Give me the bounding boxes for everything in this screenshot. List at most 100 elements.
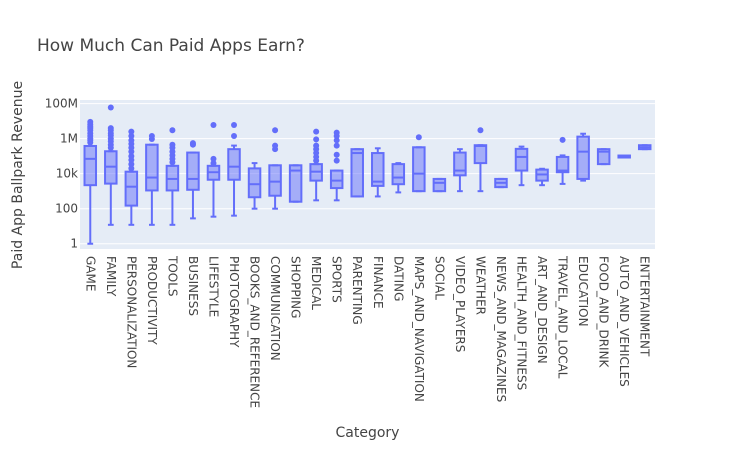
- box-iqr: [145, 143, 159, 192]
- x-tick-label: SHOPPING: [289, 256, 303, 318]
- outlier-point: [189, 140, 196, 147]
- x-tick-label: BOOKS_AND_REFERENCE: [248, 256, 262, 408]
- outlier-point: [333, 151, 340, 158]
- outlier-point: [128, 153, 135, 160]
- outlier-point: [128, 128, 135, 135]
- box-personalization: [124, 128, 139, 226]
- box-sports: [329, 129, 344, 202]
- x-tick-label: LIFESTYLE: [206, 256, 220, 317]
- box-iqr: [371, 152, 385, 187]
- y-tick-label: 100: [55, 202, 78, 216]
- box-game: [83, 118, 98, 245]
- box-iqr: [350, 148, 364, 198]
- box-iqr: [514, 147, 529, 172]
- x-tick-label: MEDICAL: [309, 256, 323, 310]
- outlier-point: [272, 142, 279, 149]
- box-food-and-drink: [596, 148, 611, 166]
- outlier-point: [169, 127, 176, 134]
- box-iqr: [453, 151, 467, 177]
- x-tick-label: VIDEO_PLAYERS: [453, 256, 467, 352]
- x-tick-label: DATING: [391, 256, 405, 301]
- outlier-point: [333, 129, 340, 136]
- x-tick-labels: GAME FAMILY PERSONALIZATION PRODUCTIVITY TOO…: [83, 255, 651, 408]
- x-tick-label: FOOD_AND_DRINK: [597, 256, 611, 369]
- chart-title: How Much Can Paid Apps Earn?: [37, 36, 305, 56]
- outlier-point: [128, 165, 135, 172]
- x-tick-label: PHOTOGRAPHY: [227, 256, 241, 348]
- x-tick-label: NEWS_AND_MAGAZINES: [494, 256, 508, 402]
- box-iqr: [247, 167, 262, 199]
- box-art-and-design: [535, 167, 549, 187]
- box-medical: [309, 128, 323, 202]
- box-dating: [391, 162, 406, 194]
- outlier-point: [210, 121, 217, 128]
- outlier-point: [313, 128, 320, 135]
- box-series: [83, 104, 652, 245]
- x-tick-label: TRAVEL_AND_LOCAL: [556, 255, 570, 379]
- x-tick-label: SPORTS: [330, 256, 344, 303]
- x-tick-label: PERSONALIZATION: [124, 256, 138, 368]
- y-axis-title: Paid App Ballpark Revenue: [10, 81, 26, 269]
- x-tick-label: ENTERTAINMENT: [638, 256, 652, 357]
- box-iqr: [596, 148, 611, 166]
- x-tick-label: FINANCE: [371, 256, 385, 309]
- box-education: [576, 132, 590, 182]
- box-travel-and-local: [555, 136, 570, 185]
- x-tick-label: COMMUNICATION: [268, 256, 282, 361]
- outlier-point: [87, 118, 94, 125]
- box-shopping: [288, 164, 303, 203]
- x-tick-label: PRODUCTIVITY: [145, 256, 159, 345]
- box-social: [432, 177, 447, 193]
- box-weather: [473, 127, 488, 193]
- y-tick-label: 100M: [45, 97, 78, 111]
- y-tick-label: 1: [70, 237, 78, 251]
- outlier-point: [128, 161, 135, 168]
- outlier-point: [210, 155, 217, 162]
- x-tick-label: PARENTING: [350, 256, 364, 325]
- box-video-players: [453, 148, 467, 193]
- box-parenting: [350, 148, 364, 198]
- outlier-point: [477, 127, 484, 134]
- box-iqr: [186, 151, 200, 191]
- x-tick-label: BUSINESS: [186, 256, 200, 316]
- box-entertainment: [637, 144, 652, 151]
- outlier-point: [415, 134, 422, 141]
- box-iqr: [412, 146, 426, 193]
- box-iqr: [83, 144, 98, 187]
- x-tick-label: HEALTH_AND_FITNESS: [515, 256, 529, 390]
- box-iqr: [391, 163, 406, 186]
- outlier-point: [559, 136, 566, 143]
- outlier-point: [128, 133, 135, 140]
- box-iqr: [227, 148, 241, 181]
- y-tick-labels: 1 100 10k 1M 100M: [45, 97, 78, 251]
- outlier-point: [333, 137, 340, 144]
- box-iqr: [432, 177, 447, 193]
- box-finance: [371, 147, 385, 198]
- box-productivity: [145, 133, 159, 226]
- x-tick-label: SOCIAL: [432, 256, 446, 300]
- box-health-and-fitness: [514, 145, 529, 187]
- outlier-point: [272, 127, 279, 134]
- box-business: [186, 140, 200, 220]
- outlier-point: [128, 137, 135, 144]
- outlier-point: [333, 157, 340, 164]
- box-family: [104, 104, 118, 226]
- x-tick-label: GAME: [83, 256, 97, 291]
- outlier-point: [231, 121, 238, 128]
- y-tick-label: 1M: [60, 132, 78, 146]
- box-iqr: [329, 169, 344, 190]
- x-tick-label: TOOLS: [165, 255, 179, 297]
- box-iqr: [473, 144, 488, 165]
- outlier-point: [210, 160, 217, 167]
- box-iqr: [124, 170, 139, 207]
- box-iqr: [268, 164, 282, 197]
- x-tick-label: FAMILY: [104, 256, 118, 297]
- box-tools: [165, 127, 180, 226]
- x-tick-label: ART_AND_DESIGN: [535, 256, 549, 364]
- x-tick-label: EDUCATION: [576, 256, 590, 327]
- outlier-point: [107, 104, 114, 111]
- box-photography: [227, 121, 241, 217]
- box-auto-and-vehicles: [617, 154, 631, 159]
- outlier-point: [333, 142, 340, 149]
